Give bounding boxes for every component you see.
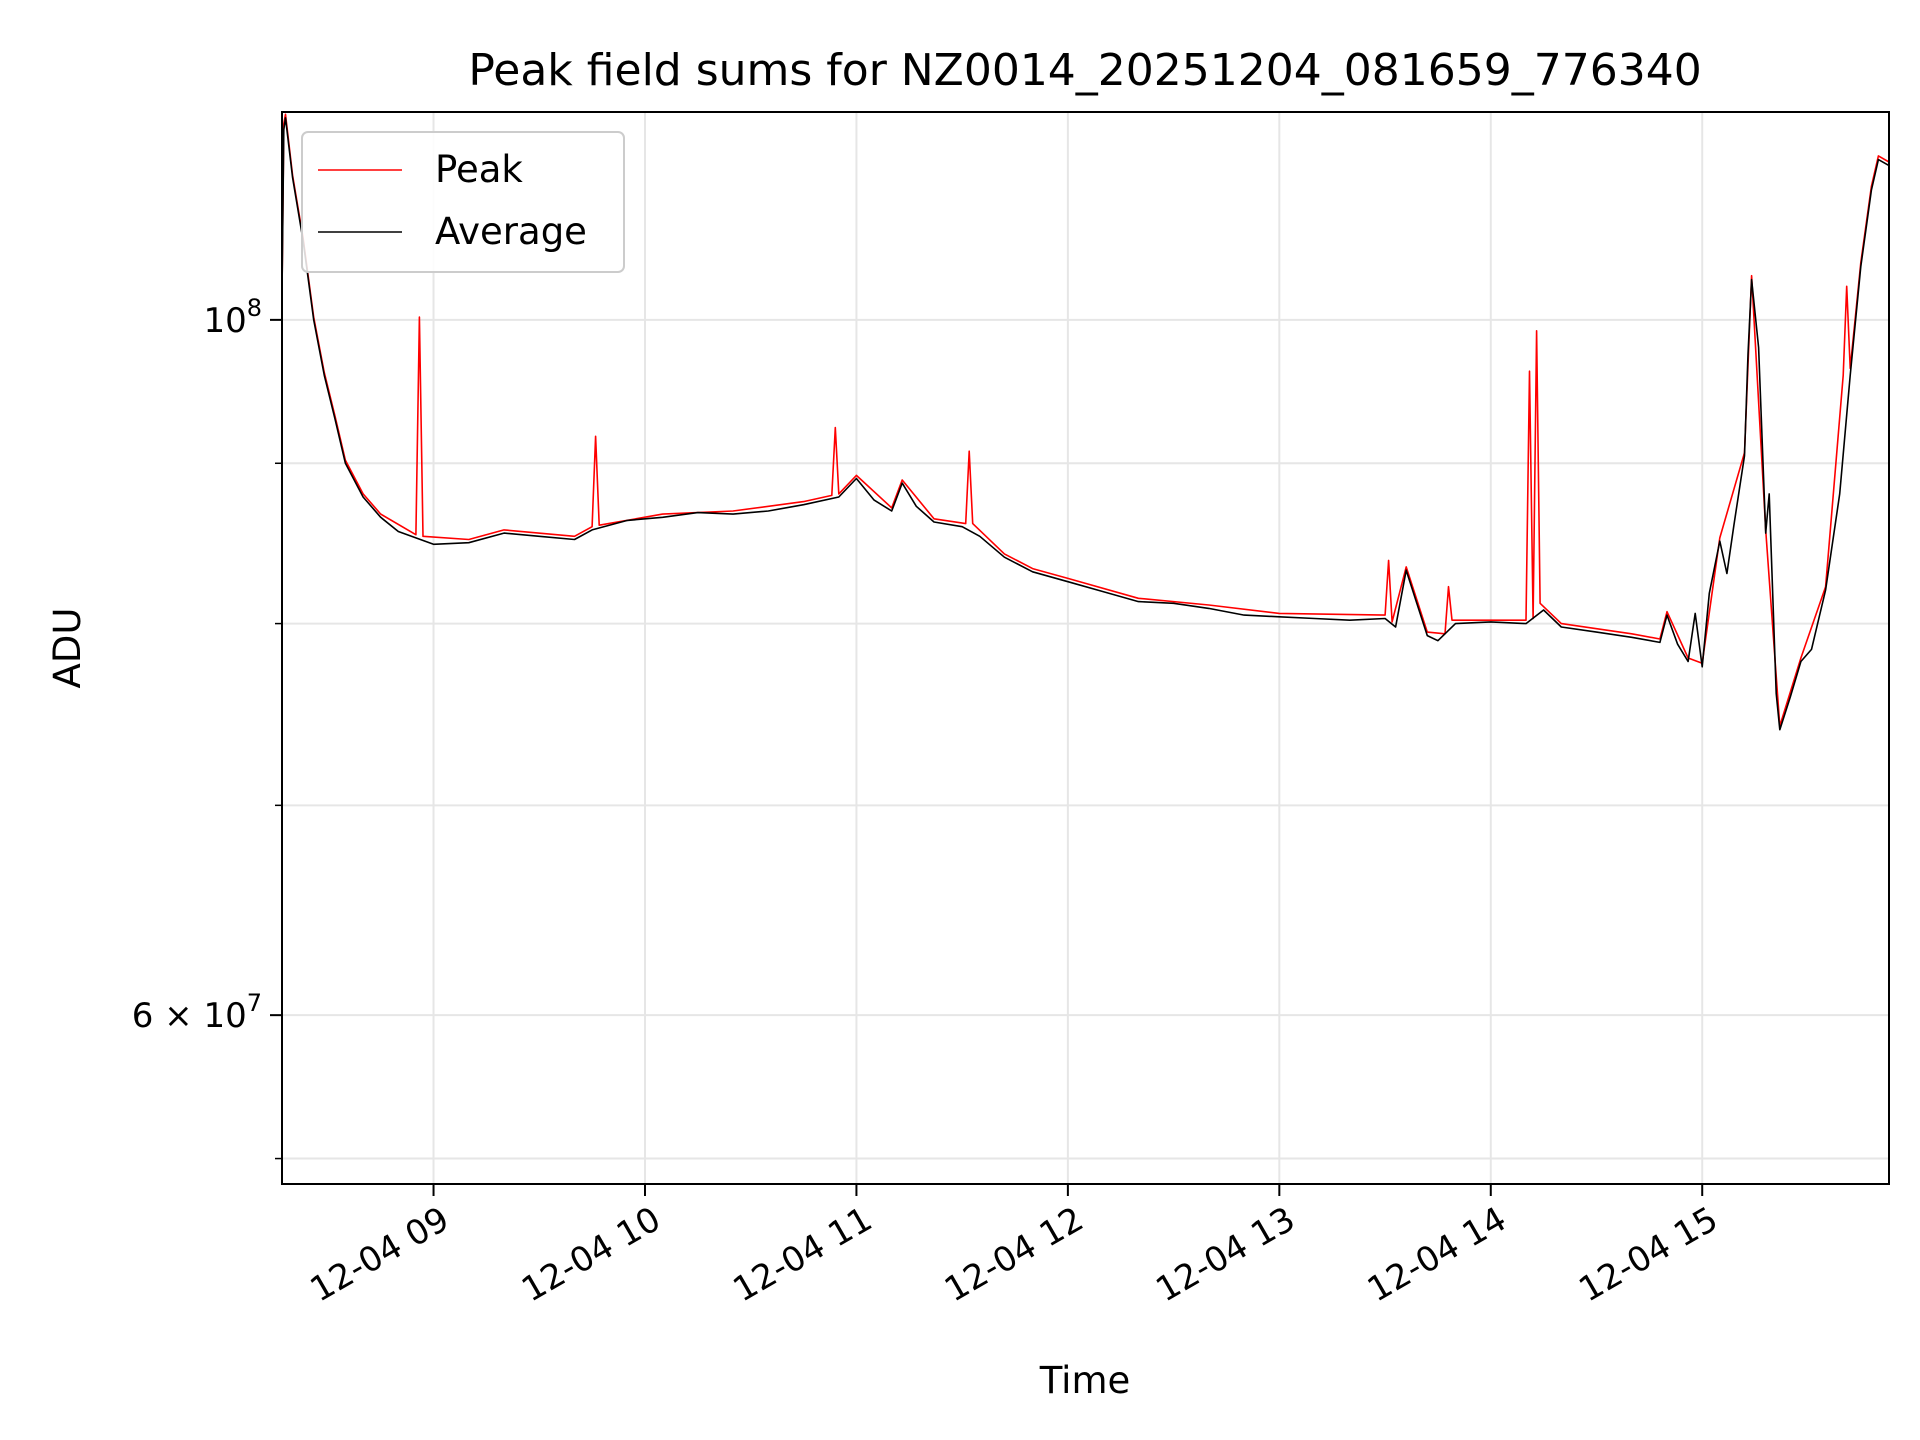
legend-label-peak: Peak xyxy=(435,148,523,191)
x-axis-label: Time xyxy=(1039,1359,1131,1402)
plot-series xyxy=(281,113,1890,731)
grid-lines xyxy=(282,112,1889,1184)
y-tick-prefix: 6 × xyxy=(132,996,204,1036)
y-axis-label: ADU xyxy=(46,608,89,689)
y-tick-base: 10 xyxy=(203,301,246,341)
y-tick-exponent: 7 xyxy=(247,989,262,1017)
legend-label-average: Average xyxy=(435,210,587,253)
plot-frame xyxy=(281,111,1890,1185)
chart-title: Peak field sums for NZ0014_20251204_0816… xyxy=(468,45,1701,96)
series-line-average xyxy=(281,117,1890,731)
y-tick-base: 10 xyxy=(203,996,246,1036)
legend-box xyxy=(301,131,625,273)
legend: Peak Average xyxy=(301,131,625,273)
y-tick-label: 6 × 107 xyxy=(132,989,262,1036)
y-tick-label: 108 xyxy=(203,294,262,341)
y-tick-exponent: 8 xyxy=(247,294,262,322)
